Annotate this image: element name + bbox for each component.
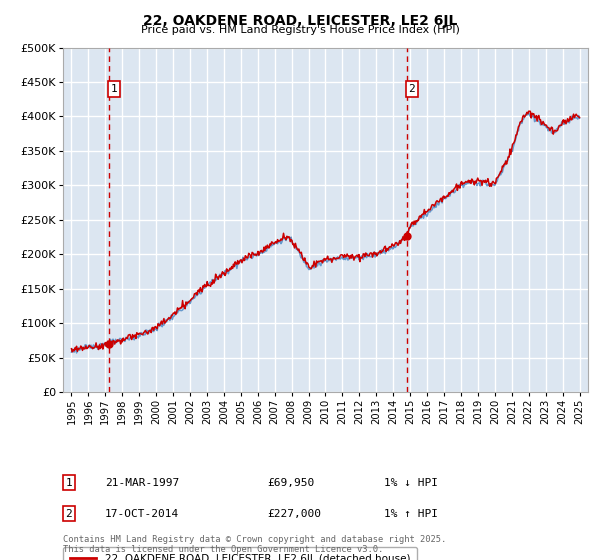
Text: 1% ↑ HPI: 1% ↑ HPI (384, 508, 438, 519)
Legend: 22, OAKDENE ROAD, LEICESTER, LE2 6JL (detached house), HPI: Average price, detac: 22, OAKDENE ROAD, LEICESTER, LE2 6JL (de… (63, 547, 418, 560)
Text: 17-OCT-2014: 17-OCT-2014 (105, 508, 179, 519)
Text: Price paid vs. HM Land Registry's House Price Index (HPI): Price paid vs. HM Land Registry's House … (140, 25, 460, 35)
Text: 21-MAR-1997: 21-MAR-1997 (105, 478, 179, 488)
Text: 1: 1 (111, 84, 118, 94)
Text: £227,000: £227,000 (267, 508, 321, 519)
Text: 2: 2 (409, 84, 415, 94)
Text: Contains HM Land Registry data © Crown copyright and database right 2025.
This d: Contains HM Land Registry data © Crown c… (63, 535, 446, 554)
Text: 1: 1 (65, 478, 73, 488)
Text: 2: 2 (65, 508, 73, 519)
Text: £69,950: £69,950 (267, 478, 314, 488)
Text: 22, OAKDENE ROAD, LEICESTER, LE2 6JL: 22, OAKDENE ROAD, LEICESTER, LE2 6JL (143, 14, 457, 28)
Text: 1% ↓ HPI: 1% ↓ HPI (384, 478, 438, 488)
